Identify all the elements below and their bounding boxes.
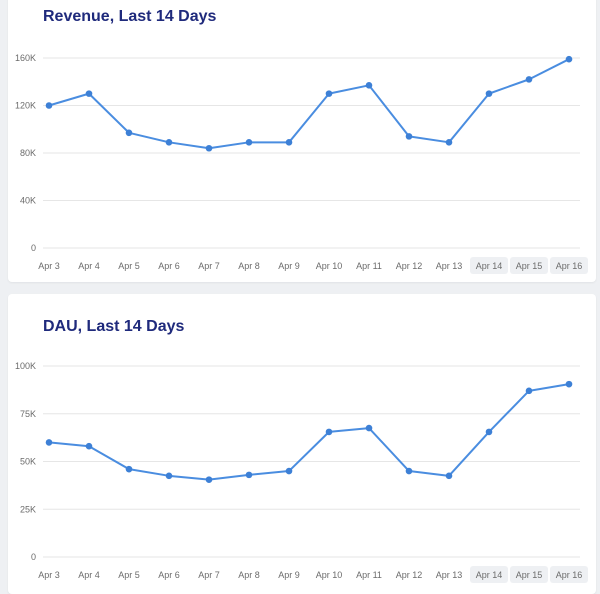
y-tick-label: 75K [20, 409, 36, 419]
data-point[interactable] [485, 90, 493, 97]
data-point[interactable] [565, 380, 573, 388]
data-point[interactable] [405, 133, 413, 140]
x-label-highlight [550, 257, 588, 274]
y-tick-label: 100K [15, 361, 36, 371]
x-tick-label: Apr 15 [516, 570, 543, 580]
data-point[interactable] [525, 387, 533, 395]
x-tick-label: Apr 12 [396, 570, 423, 580]
revenue-line-chart: 0 40K 80K 120K 160K Apr 3 Apr 4 Apr 5 Apr 6 Apr 7… [15, 53, 588, 274]
x-tick-label: Apr 11 [356, 570, 382, 580]
x-label-highlight [470, 257, 508, 274]
y-tick-label: 80K [20, 148, 36, 158]
data-point[interactable] [205, 476, 213, 483]
data-point[interactable] [365, 424, 373, 432]
data-point[interactable] [205, 144, 213, 152]
y-tick-label: 40K [20, 196, 36, 206]
y-tick-label: 25K [20, 504, 36, 514]
data-point[interactable] [85, 90, 93, 97]
chart-title: Revenue, Last 14 Days [43, 8, 217, 25]
x-tick-label: Apr 14 [476, 570, 503, 580]
x-tick-label: Apr 4 [78, 570, 100, 580]
x-label-highlight [550, 566, 588, 583]
x-tick-label: Apr 12 [396, 261, 423, 271]
x-tick-label: Apr 5 [118, 261, 140, 271]
data-point[interactable] [165, 139, 173, 146]
x-tick-label: Apr 15 [516, 261, 543, 271]
data-point[interactable] [45, 439, 53, 446]
x-tick-label: Apr 10 [316, 261, 343, 271]
x-tick-label: Apr 16 [556, 570, 583, 580]
x-tick-label: Apr 13 [436, 261, 463, 271]
data-point[interactable] [445, 472, 453, 480]
data-point[interactable] [565, 55, 573, 63]
x-tick-label: Apr 3 [38, 570, 60, 580]
data-point[interactable] [445, 139, 453, 146]
revenue-chart-card: Revenue, Last 14 Days 0 40K 80K 120K 160K Apr… [8, 0, 596, 282]
x-tick-label: Apr 7 [198, 261, 220, 271]
x-tick-label: Apr 5 [118, 570, 140, 580]
x-tick-label: Apr 10 [316, 570, 343, 580]
data-point[interactable] [245, 139, 253, 146]
y-tick-label: 0 [31, 552, 36, 562]
x-tick-label: Apr 8 [238, 261, 260, 271]
y-tick-label: 50K [20, 457, 36, 467]
chart-title: DAU, Last 14 Days [43, 318, 185, 335]
x-tick-label: Apr 6 [158, 261, 180, 271]
x-tick-label: Apr 8 [238, 570, 260, 580]
data-point[interactable] [45, 102, 53, 109]
x-label-highlight [470, 566, 508, 583]
data-point[interactable] [85, 442, 93, 450]
dau-chart-card: DAU, Last 14 Days 0 25K 50K 75K 100K Apr 3 Apr… [8, 294, 596, 594]
data-point[interactable] [285, 139, 293, 146]
data-point[interactable] [285, 467, 293, 475]
x-label-highlight [510, 257, 548, 274]
x-tick-label: Apr 14 [476, 261, 503, 271]
x-tick-label: Apr 3 [38, 261, 60, 271]
x-tick-label: Apr 11 [356, 261, 382, 271]
data-point[interactable] [245, 471, 253, 479]
series-line [48, 383, 570, 481]
data-point[interactable] [365, 82, 373, 89]
data-point[interactable] [405, 467, 413, 475]
x-tick-label: Apr 4 [78, 261, 100, 271]
y-tick-label: 120K [15, 101, 36, 111]
data-point[interactable] [525, 76, 533, 83]
data-point[interactable] [485, 428, 493, 436]
dau-line-chart: 0 25K 50K 75K 100K Apr 3 Apr 4 Apr 5 Apr 6 Apr 7 A… [15, 361, 588, 583]
x-label-highlight [510, 566, 548, 583]
x-tick-label: Apr 9 [278, 570, 300, 580]
x-tick-label: Apr 13 [436, 570, 463, 580]
data-point[interactable] [325, 428, 333, 436]
data-point[interactable] [125, 465, 133, 473]
data-point[interactable] [125, 129, 133, 137]
data-point[interactable] [325, 90, 333, 97]
x-tick-label: Apr 7 [198, 570, 220, 580]
x-tick-label: Apr 6 [158, 570, 180, 580]
x-tick-label: Apr 9 [278, 261, 300, 271]
data-point[interactable] [165, 472, 173, 480]
x-tick-label: Apr 16 [556, 261, 583, 271]
series-line [48, 58, 570, 150]
y-tick-label: 160K [15, 53, 36, 63]
y-tick-label: 0 [31, 243, 36, 253]
